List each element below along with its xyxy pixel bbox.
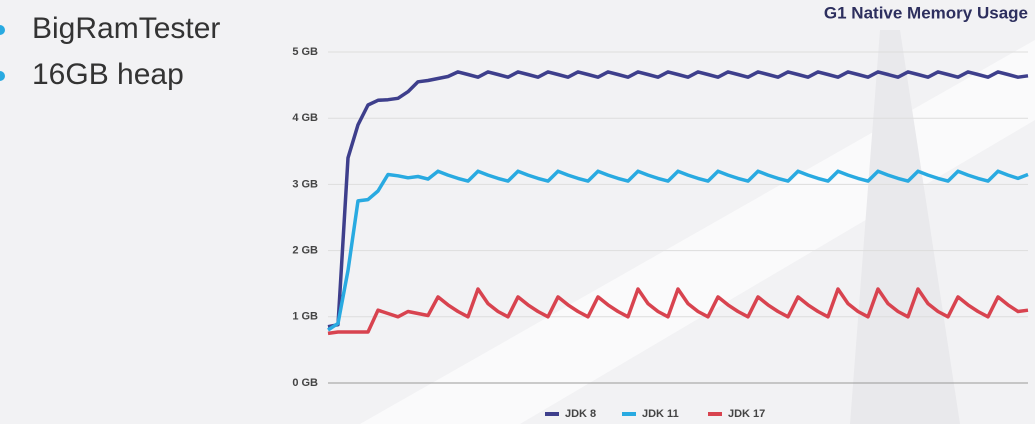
- y-tick-label: 2 GB: [292, 245, 318, 257]
- y-tick-label: 5 GB: [292, 46, 318, 58]
- bullet-text: BigRamTester: [32, 12, 220, 45]
- y-tick-label: 0 GB: [292, 377, 318, 389]
- series-line: [327, 70, 1029, 329]
- y-tick-label: 3 GB: [292, 178, 318, 190]
- bullet-text: 16GB heap: [32, 58, 184, 91]
- bullet: [0, 25, 5, 35]
- bullet: [0, 71, 5, 81]
- y-tick-label: 1 GB: [292, 311, 318, 323]
- light-streak: [360, 40, 1035, 424]
- shadow-shape: [850, 30, 960, 424]
- legend-label: JDK 11: [642, 408, 679, 420]
- y-tick-label: 4 GB: [292, 112, 318, 124]
- series-line: [327, 287, 1029, 336]
- chart-title: G1 Native Memory Usage: [824, 3, 1028, 22]
- series-line: [327, 169, 1029, 332]
- legend-label: JDK 17: [728, 408, 765, 420]
- legend-label: JDK 8: [565, 408, 596, 420]
